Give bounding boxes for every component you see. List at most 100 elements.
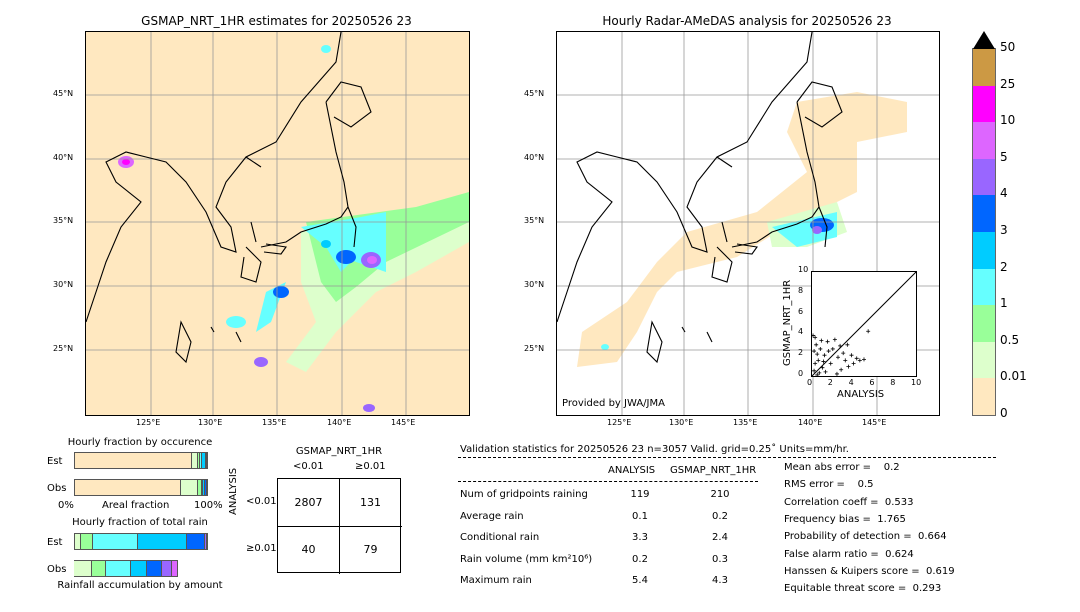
stats-row-gsmap: 4.3 (712, 575, 728, 586)
lat-tick-label: 40°N (53, 153, 74, 162)
left-map-title: GSMAP_NRT_1HR estimates for 20250526 23 (141, 14, 412, 28)
scatter-point (813, 335, 818, 340)
bar-segment (202, 453, 206, 468)
cell-miss: 40 (301, 543, 316, 556)
scatter-point (812, 368, 817, 373)
bar-segment (204, 480, 207, 495)
bar-segment (75, 534, 81, 549)
colorbar-label: 25 (1000, 76, 1016, 91)
scatter-point (825, 339, 830, 344)
coastline (86, 32, 372, 364)
lon-tick-label: 140°E (798, 418, 823, 427)
bar-segment (74, 560, 93, 577)
coastline (557, 32, 843, 364)
lat-tick-label: 30°N (53, 280, 74, 289)
cell-hit: 79 (363, 543, 378, 556)
contingency-table: 2807 131 40 79 (277, 478, 402, 574)
lon-tick-label: 145°E (862, 418, 887, 427)
scatter-point (866, 329, 871, 334)
total-rain-est-bar (74, 533, 208, 550)
stats-score: Hanssen & Kuipers score = 0.619 (784, 565, 955, 577)
scatter-point (820, 365, 825, 370)
scatter-y-tick: 0 (798, 369, 804, 378)
colorbar-extend-arrow (973, 31, 995, 49)
colorbar (972, 48, 996, 416)
bar-segment (186, 534, 205, 549)
bar-segment (75, 480, 181, 495)
stats-score: Mean abs error = 0.2 (784, 462, 900, 473)
scatter-x-tick: 10 (911, 378, 922, 387)
scatter-y-tick: 4 (798, 327, 804, 337)
lon-tick-label: 145°E (391, 418, 416, 427)
colorbar-segment (973, 85, 995, 123)
colorbar-segment (973, 232, 995, 269)
lon-tick-label: 130°E (669, 418, 694, 427)
cell-hits-none: 2807 (294, 496, 323, 509)
scatter-point (843, 358, 848, 363)
stats-row-label: Maximum rain (460, 575, 532, 586)
colorbar-segment (973, 268, 995, 306)
total-rain-title: Hourly fraction of total rain (72, 517, 208, 528)
scatter-xlabel: ANALYSIS (837, 389, 885, 400)
occ-obs-label: Obs (47, 483, 67, 494)
contingency-ylabel: ANALYSIS (228, 467, 239, 515)
colorbar-label: 0 (1000, 406, 1008, 420)
stats-row-gsmap: 2.4 (712, 532, 728, 543)
scatter-y-tick: 6 (798, 306, 804, 316)
stats-row-analysis: 0.1 (632, 510, 648, 522)
bar-segment (75, 453, 192, 468)
stats-col-analysis: ANALYSIS (608, 465, 656, 476)
stats-row-analysis: 119 (630, 489, 650, 500)
bar-segment (197, 453, 201, 468)
scatter-y-tick: 8 (798, 285, 804, 295)
colorbar-segment (973, 122, 995, 159)
scatter-point (838, 343, 843, 348)
colorbar-segment (973, 341, 995, 379)
radar-map-canvas (557, 32, 939, 415)
rain-obs-label: Obs (47, 564, 67, 575)
scatter-x-tick: 8 (890, 378, 896, 387)
contingency-title: GSMAP_NRT_1HR (295, 446, 383, 457)
gsmap-map-canvas (86, 32, 469, 415)
occ-xmax: 100% (194, 500, 223, 511)
lat-tick-label: 35°N (53, 216, 74, 225)
stats-score: Correlation coeff = 0.533 (784, 496, 914, 508)
scatter-point (851, 361, 856, 366)
occurrence-obs-bar (74, 479, 208, 496)
scatter-point (862, 357, 866, 362)
scatter-canvas (811, 271, 917, 377)
bar-segment (205, 453, 207, 468)
scatter-point (815, 352, 820, 357)
lon-tick-label: 135°E (733, 418, 758, 427)
bar-segment (198, 480, 202, 495)
scatter-point (836, 355, 840, 360)
scatter-point (812, 349, 817, 354)
bar-segment (130, 560, 147, 577)
lon-tick-label: 125°E (136, 418, 161, 427)
contingency-col1: <0.01 (293, 461, 324, 472)
bar-segment (137, 534, 187, 549)
total-rain-xlabel: Rainfall accumulation by amount (57, 580, 223, 591)
scatter-point (815, 372, 820, 377)
occ-est-label: Est (47, 456, 63, 467)
scatter-point (819, 338, 824, 343)
stats-row-label: Num of gridpoints raining (460, 489, 588, 500)
colorbar-segment (973, 49, 995, 86)
stats-row-label: Rain volume (mm km²10⁶) (460, 553, 593, 565)
lat-tick-label: 40°N (524, 153, 545, 162)
cell-false-alarm: 131 (360, 496, 381, 509)
scatter-y-tick: 10 (798, 265, 809, 274)
lon-tick-label: 130°E (198, 418, 223, 427)
colorbar-segment (973, 195, 995, 232)
scatter-x-tick: 0 (807, 378, 813, 387)
bar-segment (180, 480, 199, 495)
lon-tick-label: 125°E (607, 418, 632, 427)
bar-segment (204, 534, 207, 549)
colorbar-label: 10 (1000, 113, 1016, 128)
stats-row-gsmap: 210 (710, 489, 730, 500)
scatter-point (817, 370, 822, 375)
lat-tick-label: 30°N (524, 280, 545, 289)
stats-col-gsmap: GSMAP_NRT_1HR (670, 465, 757, 476)
gsmap-map (85, 31, 470, 416)
stats-score: False alarm ratio = 0.624 (784, 548, 914, 560)
